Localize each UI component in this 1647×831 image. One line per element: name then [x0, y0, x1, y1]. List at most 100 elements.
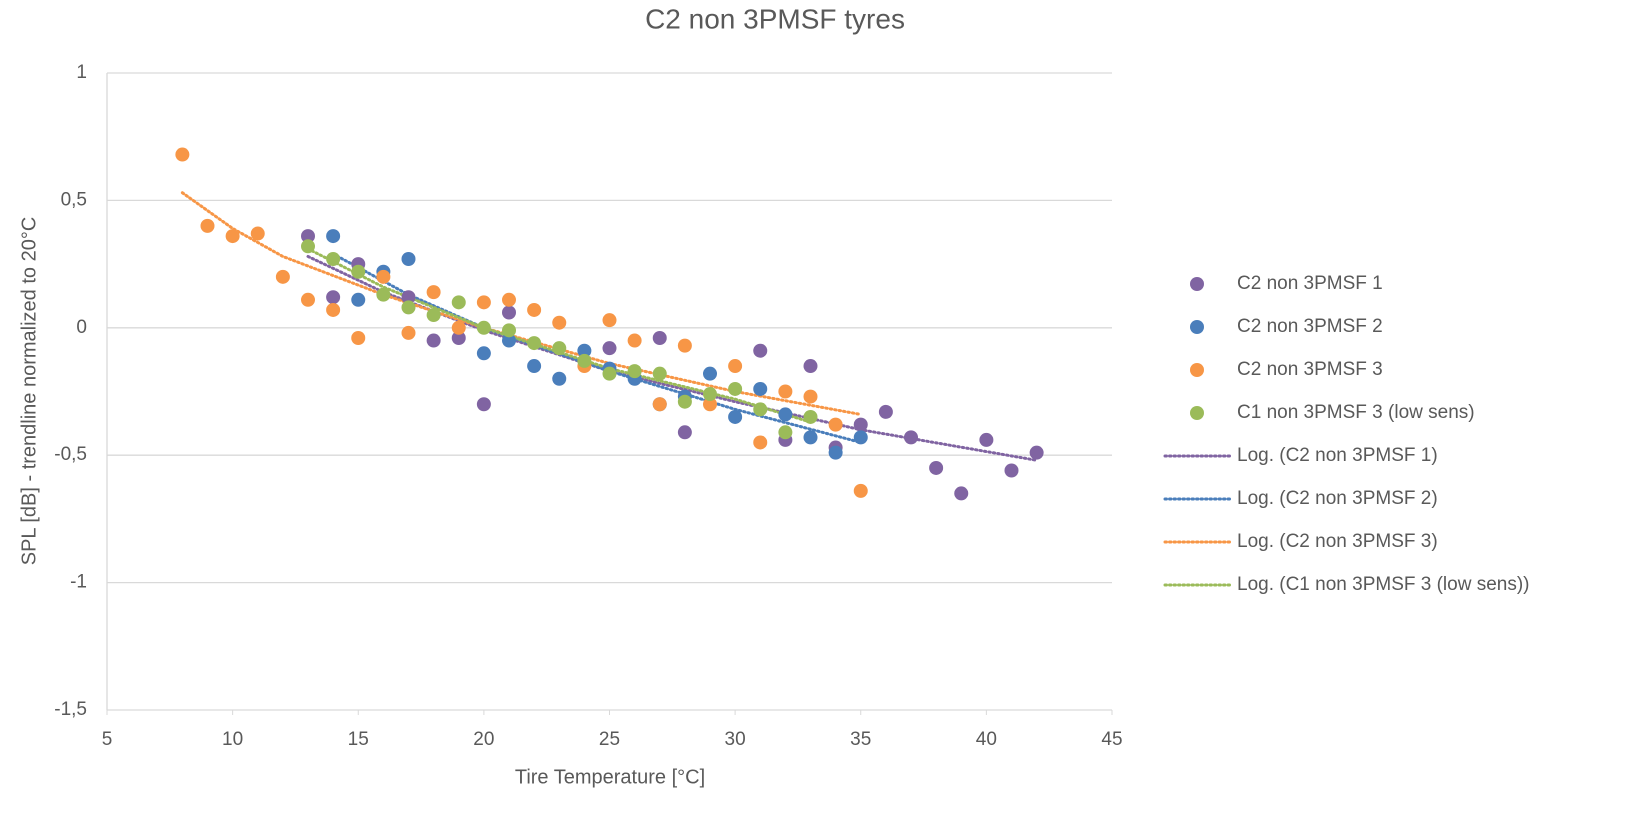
data-point: [778, 425, 793, 440]
legend-label: C1 non 3PMSF 3 (low sens): [1237, 402, 1475, 423]
data-point: [602, 313, 617, 328]
data-point: [728, 409, 743, 424]
data-point: [803, 409, 818, 424]
y-tick-label: 0,5: [61, 189, 87, 210]
trendline: [306, 254, 1039, 462]
chart-title: C2 non 3PMSF tyres: [645, 3, 905, 34]
x-tick-label: 45: [1101, 729, 1122, 750]
data-point: [753, 435, 768, 450]
data-point: [552, 315, 567, 330]
data-point: [527, 336, 542, 351]
trendline: [180, 191, 863, 416]
data-point: [451, 330, 466, 345]
data-point: [828, 445, 843, 460]
data-point: [552, 341, 567, 356]
legend-label: C2 non 3PMSF 3: [1237, 359, 1383, 380]
data-point: [577, 343, 592, 358]
data-point: [301, 229, 315, 244]
data-point: [376, 269, 391, 284]
data-point: [954, 486, 969, 501]
data-point: [502, 333, 516, 348]
x-tick-label: 35: [850, 729, 871, 750]
data-point: [326, 302, 341, 317]
data-point: [326, 252, 341, 267]
data-point: [275, 269, 290, 284]
legend-marker: [1190, 320, 1204, 334]
data-point: [652, 366, 667, 381]
legend-marker: [1190, 406, 1204, 420]
y-axis-title: SPL [dB] - trendline normalized to 20°C: [18, 217, 40, 566]
data-point: [502, 323, 516, 338]
data-point: [853, 483, 868, 498]
data-point: [401, 300, 416, 315]
data-point: [803, 389, 818, 404]
data-point: [1029, 445, 1044, 460]
data-point: [502, 292, 516, 307]
x-tick-label: 15: [348, 729, 369, 750]
data-point: [828, 417, 843, 432]
data-point: [577, 353, 592, 368]
data-point: [979, 432, 994, 447]
legend-label: Log. (C1 non 3PMSF 3 (low sens)): [1237, 574, 1530, 595]
data-point: [250, 226, 265, 241]
data-point: [476, 320, 491, 335]
legend-marker: [1190, 363, 1204, 377]
data-point: [476, 295, 491, 310]
data-point: [401, 252, 416, 267]
data-point: [376, 287, 391, 302]
data-point: [652, 330, 667, 345]
data-point: [401, 290, 416, 305]
x-tick-label: 10: [222, 729, 243, 750]
data-point: [602, 366, 617, 381]
data-point: [853, 430, 868, 445]
data-point: [225, 229, 240, 244]
data-point: [301, 239, 315, 254]
data-point: [476, 346, 491, 361]
data-point: [778, 407, 793, 422]
data-point: [728, 359, 743, 374]
legend-label: C2 non 3PMSF 1: [1237, 273, 1383, 294]
data-point: [627, 364, 642, 379]
data-point: [929, 460, 944, 475]
data-point: [451, 320, 466, 335]
y-tick-label: 1: [76, 62, 87, 83]
data-point: [401, 325, 416, 340]
data-point: [753, 381, 768, 396]
y-tick-label: -1,5: [54, 699, 87, 720]
data-point: [627, 333, 642, 348]
x-tick-label: 25: [599, 729, 620, 750]
data-point: [728, 381, 743, 396]
data-point: [677, 394, 692, 409]
data-point: [703, 397, 717, 412]
data-point: [904, 430, 918, 445]
x-axis-title: Tire Temperature [°C]: [515, 766, 705, 788]
data-point: [351, 330, 366, 345]
y-tick-label: -1: [70, 572, 87, 593]
y-tick-label: 0: [76, 317, 87, 338]
data-point: [451, 295, 466, 310]
data-point: [476, 397, 491, 412]
y-tick-label: -0,5: [54, 444, 87, 465]
data-point: [853, 417, 868, 432]
data-point: [527, 359, 542, 374]
x-tick-label: 40: [976, 729, 997, 750]
x-tick-label: 5: [102, 729, 113, 750]
data-point: [351, 264, 366, 279]
data-point: [677, 425, 692, 440]
x-tick-label: 20: [473, 729, 494, 750]
trendline: [306, 247, 812, 424]
data-point: [326, 290, 341, 305]
data-point: [1004, 463, 1019, 478]
data-point: [426, 333, 441, 348]
legend-label: Log. (C2 non 3PMSF 2): [1237, 488, 1438, 509]
data-point: [778, 384, 793, 399]
data-point: [301, 292, 315, 307]
data-point: [175, 147, 190, 162]
data-point: [803, 359, 818, 374]
data-point: [527, 302, 542, 317]
legend-marker: [1190, 277, 1204, 291]
data-point: [703, 387, 717, 402]
data-point: [602, 341, 617, 356]
x-tick-label: 30: [725, 729, 746, 750]
